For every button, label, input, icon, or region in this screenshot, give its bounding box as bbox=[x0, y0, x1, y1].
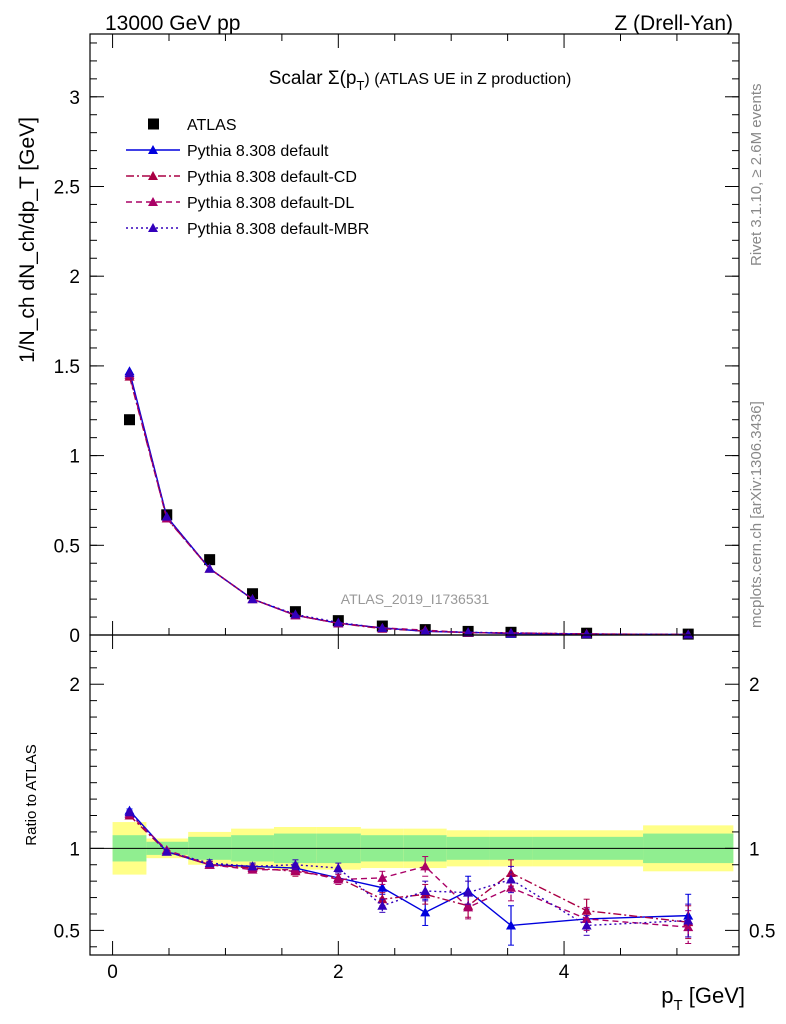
xlabel-sub: T bbox=[673, 997, 682, 1014]
ratio-point-default bbox=[506, 920, 517, 930]
main-point-mbr bbox=[333, 617, 344, 627]
main-point-mbr bbox=[420, 626, 431, 636]
ratio-point-mbr bbox=[463, 887, 474, 897]
ratio-point-mbr bbox=[581, 920, 592, 930]
main-point-mbr bbox=[377, 623, 388, 633]
ratio-point-mbr bbox=[683, 915, 694, 925]
main-point-data bbox=[124, 414, 136, 426]
main-point-mbr bbox=[290, 609, 301, 619]
header-left: 13000 GeV pp bbox=[105, 12, 240, 35]
watermark: ATLAS_2019_I1736531 bbox=[341, 591, 490, 607]
main-ylabel: 1/N_ch dN_ch/dp_T [GeV] bbox=[16, 117, 39, 363]
ratio-point-mbr bbox=[506, 874, 517, 884]
main-point-data bbox=[247, 588, 259, 600]
ratio-ytick-label-right: 2 bbox=[749, 675, 760, 696]
main-ytick-label: 2.5 bbox=[54, 177, 80, 198]
main-panel: 0 0.5 1 1.5 2 2.5 3 Scalar Σ(pT) (ATLAS UE in … bbox=[16, 33, 740, 647]
ratio-point-mbr bbox=[377, 900, 388, 910]
legend-label-data: ATLAS bbox=[187, 117, 237, 134]
ratio-ylabel: Ratio to ATLAS bbox=[23, 744, 40, 845]
main-point-mbr bbox=[581, 629, 592, 639]
ratio-point-mbr bbox=[420, 886, 431, 895]
ratio-point-default bbox=[377, 882, 388, 892]
version-label: Rivet 3.1.10, ≥ 2.6M events bbox=[748, 84, 765, 267]
main-point-mbr bbox=[204, 563, 215, 573]
legend-marker-mbr bbox=[148, 223, 158, 232]
x-axis-label: pT [GeV] bbox=[661, 983, 745, 1014]
legend-label-cd: Pythia 8.308 default-CD bbox=[187, 169, 357, 186]
ratio-series-line-dl bbox=[129, 813, 689, 928]
xlabel-main: p bbox=[661, 983, 673, 1008]
x-tick-label: 4 bbox=[559, 962, 570, 983]
ratio-ytick-label-right: 0.5 bbox=[749, 921, 775, 942]
ratio-point-dl bbox=[333, 874, 344, 884]
ratio-point-dl bbox=[420, 861, 431, 871]
site-label: mcplots.cern.ch [arXiv:1306.3436] bbox=[748, 401, 765, 628]
ratio-ytick-label-left: 2 bbox=[69, 675, 80, 696]
header-right: Z (Drell-Yan) bbox=[614, 12, 733, 35]
main-point-data bbox=[204, 554, 216, 566]
ratio-point-mbr bbox=[247, 861, 258, 871]
main-ytick-label: 1.5 bbox=[54, 357, 80, 378]
ratio-point-default bbox=[420, 907, 431, 917]
ratio-curves bbox=[124, 805, 694, 946]
x-tick-label: 2 bbox=[333, 962, 344, 983]
main-point-mbr bbox=[247, 594, 258, 604]
main-point-mbr bbox=[683, 629, 694, 639]
main-ytick-label: 1 bbox=[69, 447, 80, 468]
main-ytick-label: 2 bbox=[69, 267, 80, 288]
ratio-ytick-label-left: 1 bbox=[69, 839, 80, 860]
main-ytick-label: 3 bbox=[69, 88, 80, 109]
ratio-point-mbr bbox=[333, 863, 344, 873]
main-point-mbr bbox=[124, 368, 135, 378]
main-ytick-label: 0.5 bbox=[54, 536, 80, 557]
ratio-series-line-default bbox=[128, 810, 689, 927]
ratio-point-mbr bbox=[290, 859, 301, 869]
ratio-point-mbr bbox=[161, 846, 172, 856]
ratio-point-dl bbox=[377, 872, 388, 882]
ratio-series-line-mbr bbox=[128, 811, 689, 927]
ratio-point-dl bbox=[683, 922, 694, 932]
xlabel-tail: [GeV] bbox=[683, 983, 745, 1008]
ratio-point-mbr bbox=[124, 807, 135, 817]
title-tail: ) (ATLAS UE in Z production) bbox=[364, 71, 571, 88]
title-sub: T bbox=[356, 78, 364, 93]
legend-marker-dl bbox=[148, 197, 158, 206]
main-y-ticks: 0 0.5 1 1.5 2 2.5 3 bbox=[54, 34, 739, 647]
legend-marker-cd bbox=[148, 171, 158, 180]
ratio-point-dl bbox=[463, 902, 474, 912]
legend-marker-default bbox=[148, 145, 158, 154]
ratio-panel: 0.5 0.5 1 1 2 2 0 2 4 Ratio to ATLAS pT [GeV] bbox=[23, 634, 775, 1014]
main-ytick-label: 0 bbox=[69, 626, 80, 647]
main-series-line-dl bbox=[128, 374, 689, 636]
legend-label-mbr: Pythia 8.308 default-MBR bbox=[187, 221, 369, 238]
ratio-point-dl bbox=[581, 913, 592, 923]
main-title: Scalar Σ(pT) (ATLAS UE in Z production) bbox=[269, 68, 572, 93]
ratio-point-mbr bbox=[204, 858, 215, 868]
ratio-plot-frame bbox=[89, 634, 740, 956]
legend: ATLAS Pythia 8.308 default Pythia 8.308 de… bbox=[126, 117, 369, 238]
x-tick-label: 0 bbox=[107, 962, 118, 983]
main-point-mbr bbox=[463, 627, 474, 637]
legend-label-default: Pythia 8.308 default bbox=[187, 143, 329, 160]
main-point-mbr bbox=[161, 511, 172, 521]
ratio-ytick-label-left: 0.5 bbox=[54, 921, 80, 942]
ratio-ticks: 0.5 0.5 1 1 2 2 0 2 4 bbox=[54, 635, 775, 983]
legend-marker-data bbox=[148, 118, 159, 130]
legend-label-dl: Pythia 8.308 default-DL bbox=[187, 195, 354, 212]
ratio-ytick-label-right: 1 bbox=[749, 839, 760, 860]
title-main: Scalar Σ(p bbox=[269, 68, 357, 89]
